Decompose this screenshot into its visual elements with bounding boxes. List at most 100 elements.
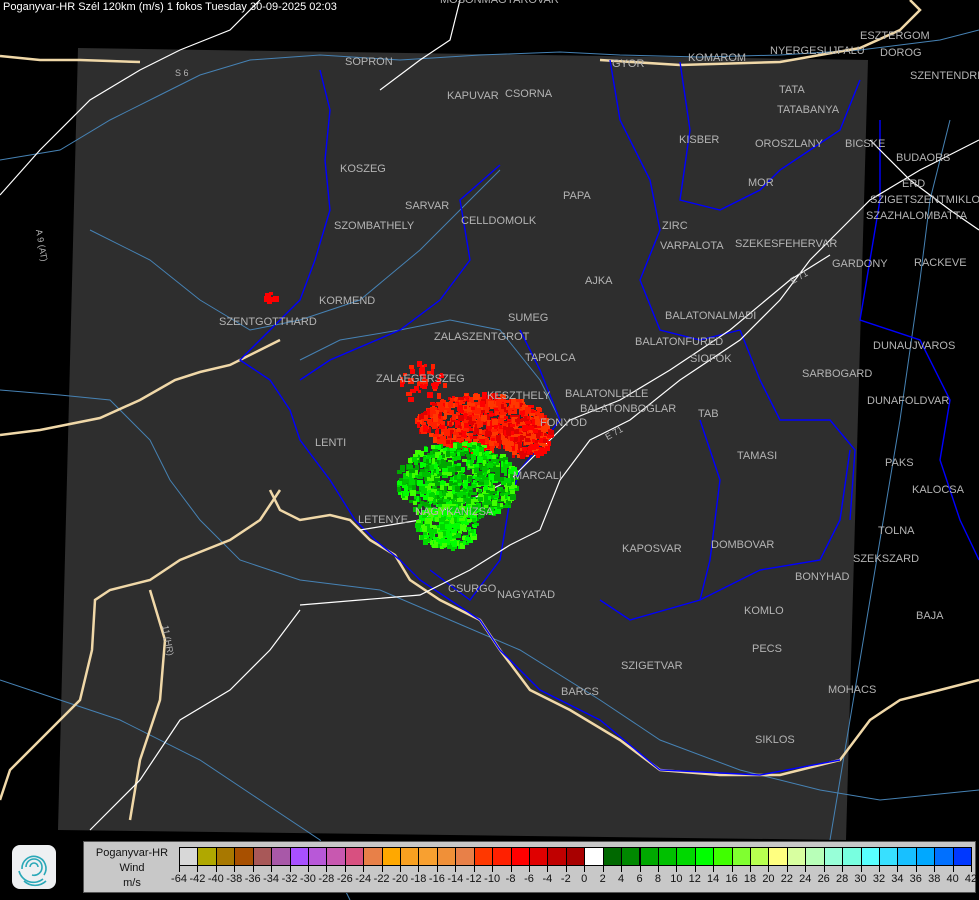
echo-pixel	[402, 380, 405, 384]
echo-pixel	[444, 521, 449, 526]
echo-pixel	[474, 523, 479, 526]
echo-pixel	[461, 475, 467, 480]
echo-pixel	[514, 407, 517, 411]
legend-tick	[602, 866, 604, 872]
echo-pixel	[450, 430, 454, 434]
echo-pixel	[455, 403, 458, 407]
echo-pixel	[447, 534, 452, 540]
echo-pixel	[443, 464, 447, 470]
echo-pixel	[460, 452, 465, 456]
echo-pixel	[413, 501, 417, 505]
echo-pixel	[462, 492, 466, 495]
echo-pixel	[440, 546, 444, 549]
echo-pixel	[409, 468, 415, 473]
echo-pixel	[463, 512, 468, 517]
echo-pixel	[484, 485, 488, 491]
echo-pixel	[446, 508, 452, 512]
legend-tick	[786, 866, 788, 872]
echo-pixel	[417, 422, 420, 428]
echo-pixel	[416, 496, 419, 502]
echo-pixel	[435, 517, 439, 522]
echo-pixel	[452, 542, 456, 547]
echo-pixel	[439, 412, 442, 416]
echo-pixel	[406, 392, 412, 396]
echo-pixel	[419, 414, 424, 419]
echo-pixel	[428, 484, 431, 490]
echo-pixel	[421, 514, 427, 518]
echo-pixel	[409, 500, 414, 503]
legend-tick	[344, 866, 346, 872]
echo-pixel	[408, 397, 414, 402]
echo-pixel	[431, 489, 437, 492]
city-label: KOMAROM	[688, 52, 747, 64]
echo-pixel	[467, 493, 470, 496]
echo-pixel	[443, 499, 449, 502]
legend-tick	[860, 866, 862, 872]
legend-color-box	[860, 847, 880, 866]
road-label: S 6	[175, 68, 189, 78]
echo-pixel	[491, 459, 497, 462]
city-label: BONYHAD	[795, 571, 850, 583]
echo-pixel	[462, 498, 465, 504]
echo-pixel	[433, 416, 438, 422]
echo-pixel	[483, 455, 487, 459]
city-label: VARPALOTA	[660, 240, 724, 252]
echo-pixel	[508, 491, 511, 495]
legend-tick-label: 30	[854, 873, 867, 885]
echo-pixel	[467, 399, 470, 403]
echo-pixel	[525, 421, 531, 424]
echo-pixel	[492, 500, 497, 506]
echo-pixel	[451, 499, 455, 502]
echo-pixel	[481, 422, 486, 425]
echo-pixel	[456, 416, 459, 419]
echo-pixel	[469, 403, 475, 406]
radar-echoes	[264, 292, 554, 551]
color-legend: Poganyvar-HR Wind m/s -64 -42 -40 -38 -36 -34…	[83, 841, 977, 893]
echo-pixel	[491, 429, 497, 432]
echo-pixel	[478, 447, 484, 452]
echo-pixel	[454, 398, 457, 401]
echo-pixel	[443, 448, 447, 451]
echo-pixel	[467, 454, 470, 460]
echo-pixel	[452, 511, 457, 515]
echo-pixel	[423, 415, 428, 421]
legend-tick-label: 40	[946, 873, 959, 885]
echo-pixel	[453, 432, 458, 435]
echo-pixel	[473, 439, 478, 443]
city-label: BALATONALMADI	[665, 310, 757, 322]
echo-pixel	[417, 361, 422, 367]
legend-tick-label: 26	[817, 873, 830, 885]
echo-pixel	[427, 419, 432, 424]
echo-pixel	[449, 422, 452, 427]
echo-pixel	[432, 384, 438, 389]
city-label: SZEKSZARD	[853, 553, 920, 565]
legend-tick	[455, 866, 457, 872]
echo-pixel	[408, 378, 414, 384]
echo-pixel	[422, 365, 425, 368]
echo-pixel	[398, 491, 403, 495]
echo-pixel	[424, 447, 428, 452]
legend-color-box	[492, 847, 512, 866]
echo-pixel	[517, 428, 523, 432]
city-label: BAJA	[916, 610, 944, 622]
echo-pixel	[433, 485, 436, 488]
echo-pixel	[467, 443, 472, 447]
city-label: ZALAEGERSZEG	[376, 373, 465, 385]
legend-tick-label: 16	[725, 873, 738, 885]
legend-color-box	[639, 847, 659, 866]
echo-pixel	[494, 475, 500, 481]
echo-pixel	[467, 486, 472, 490]
legend-tick	[934, 866, 936, 872]
echo-pixel	[468, 408, 472, 413]
echo-pixel	[452, 414, 456, 419]
legend-color-box	[252, 847, 273, 866]
echo-pixel	[488, 496, 491, 500]
legend-tick-label: -64	[171, 873, 187, 885]
legend-tick-label: -32	[281, 873, 298, 885]
echo-pixel	[457, 474, 463, 479]
echo-pixel	[437, 455, 443, 460]
echo-pixel	[528, 446, 534, 450]
echo-pixel	[436, 469, 439, 474]
city-label: AJKA	[585, 275, 613, 287]
